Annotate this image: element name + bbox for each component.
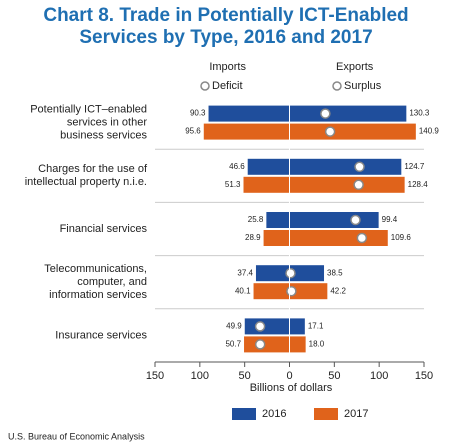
import-value-label: 37.4 — [237, 268, 253, 277]
x-tick-label: 150 — [415, 370, 433, 382]
balance-marker — [254, 321, 266, 332]
x-axis-label: Billions of dollars — [250, 382, 333, 394]
balance-marker — [350, 214, 361, 226]
export-bar — [289, 265, 325, 282]
export-bar — [289, 230, 388, 246]
import-bar — [243, 176, 290, 193]
category-label: computer, and — [77, 276, 147, 288]
import-value-label: 46.6 — [229, 162, 245, 171]
balance-marker — [320, 108, 331, 119]
category-label: intellectual property n.i.e. — [25, 176, 147, 188]
export-bar — [289, 212, 379, 228]
surplus-icon — [332, 81, 342, 91]
export-value-label: 17.1 — [308, 322, 324, 331]
import-bar — [203, 123, 290, 140]
right-heading: Exports — [336, 61, 374, 73]
left-heading: Imports — [209, 61, 246, 73]
import-bar — [244, 318, 290, 335]
import-bar — [253, 283, 290, 300]
x-tick-label: 50 — [239, 370, 251, 382]
right-marker-label: Surplus — [344, 80, 382, 92]
legend-label: 2017 — [344, 408, 368, 420]
import-bar — [263, 230, 290, 246]
import-bar — [247, 158, 290, 175]
export-value-label: 130.3 — [409, 109, 430, 118]
category-label: Financial services — [60, 223, 148, 235]
balance-marker — [356, 232, 368, 244]
export-bar — [289, 105, 407, 122]
balance-marker — [285, 267, 296, 279]
export-bar — [289, 123, 416, 140]
category-label: Charges for the use of — [38, 163, 148, 175]
import-value-label: 49.9 — [226, 322, 242, 331]
import-value-label: 28.9 — [245, 233, 261, 242]
chart-title: Chart 8. Trade in Potentially ICT-Enable… — [43, 5, 408, 26]
export-bar — [289, 283, 328, 300]
x-tick-label: 0 — [286, 370, 292, 382]
category-label: Potentially ICT–enabled — [30, 104, 147, 116]
deficit-icon — [200, 81, 210, 91]
category-label: business services — [60, 130, 147, 142]
export-value-label: 128.4 — [408, 180, 429, 189]
import-value-label: 90.3 — [190, 109, 206, 118]
export-bar — [289, 318, 305, 335]
import-bar — [255, 265, 290, 282]
import-bar — [208, 105, 290, 122]
x-tick-label: 150 — [146, 370, 164, 382]
export-value-label: 140.9 — [419, 127, 440, 136]
export-value-label: 42.2 — [330, 286, 346, 295]
export-value-label: 99.4 — [382, 215, 398, 224]
legend-swatch — [314, 408, 338, 420]
category-label: Telecommunications, — [44, 263, 147, 275]
left-marker-label: Deficit — [212, 80, 243, 92]
category-label: Insurance services — [55, 329, 147, 341]
balance-marker — [324, 126, 336, 137]
import-bar — [266, 212, 290, 228]
balance-marker — [353, 179, 364, 191]
export-value-label: 38.5 — [327, 268, 343, 277]
x-tick-label: 100 — [191, 370, 209, 382]
category-label: information services — [49, 289, 147, 301]
import-value-label: 51.3 — [225, 180, 241, 189]
import-bar — [244, 336, 290, 353]
export-bar — [289, 336, 306, 353]
source: U.S. Bureau of Economic Analysis — [8, 431, 145, 441]
legend-swatch — [232, 408, 256, 420]
export-value-label: 18.0 — [309, 340, 325, 349]
import-value-label: 50.7 — [225, 340, 241, 349]
balance-marker — [254, 339, 266, 350]
import-value-label: 40.1 — [235, 286, 251, 295]
export-value-label: 124.7 — [404, 162, 425, 171]
import-value-label: 95.6 — [185, 127, 201, 136]
import-value-label: 25.8 — [248, 215, 264, 224]
x-tick-label: 100 — [370, 370, 388, 382]
balance-marker — [354, 161, 365, 173]
x-tick-label: 50 — [328, 370, 340, 382]
balance-marker — [286, 285, 297, 297]
export-bar — [289, 158, 402, 175]
category-label: services in other — [67, 117, 147, 129]
export-value-label: 109.6 — [391, 233, 412, 242]
legend-label: 2016 — [262, 408, 286, 420]
export-bar — [289, 176, 405, 193]
chart-title: Services by Type, 2016 and 2017 — [79, 27, 372, 48]
